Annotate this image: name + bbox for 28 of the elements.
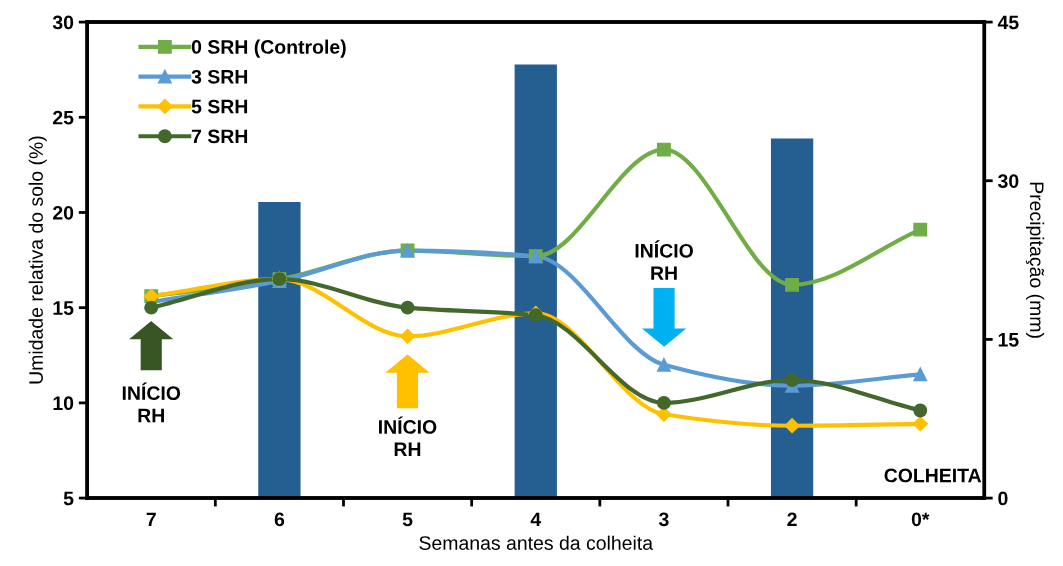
x-tick-label: 6	[274, 512, 285, 527]
x-tick-label: 5	[402, 512, 413, 527]
annotation: COLHEITA	[884, 468, 982, 483]
x-axis-title: Semanas antes da colheita	[419, 535, 654, 550]
legend-label: 5 SRH	[191, 99, 248, 114]
y-tick-label: 5	[63, 491, 74, 506]
x-tick-label: 4	[530, 512, 542, 527]
y-tick-label: 25	[53, 110, 74, 125]
x-tick-label: 7	[146, 512, 156, 527]
y-tick-label: 20	[53, 205, 74, 220]
y2-tick-label: 0	[998, 491, 1008, 506]
legend-label: 0 SRH (Controle)	[191, 39, 346, 58]
y2-tick-label: 15	[998, 333, 1019, 347]
legend-label: 7 SRH	[191, 129, 248, 144]
legend-label: 3 SRH	[191, 69, 248, 84]
y-axis-title: Umidade relativa do solo (%)	[28, 136, 47, 384]
y-tick-label: 15	[53, 301, 74, 315]
x-tick-label: 0*	[911, 512, 930, 527]
y2-axis-title: Precipitação (mm)	[1025, 182, 1045, 338]
annotation: INÍCIO RH	[635, 240, 693, 280]
y2-tick-label: 30	[997, 174, 1019, 189]
annotation: INÍCIO RH	[122, 382, 181, 423]
y-tick-label: 10	[53, 396, 74, 411]
x-tick-label: 3	[658, 512, 669, 527]
x-tick-label: 2	[787, 512, 797, 527]
y-tick-label: 30	[52, 15, 74, 30]
annotation: INÍCIO RH	[379, 416, 437, 456]
y2-tick-label: 45	[997, 15, 1019, 30]
